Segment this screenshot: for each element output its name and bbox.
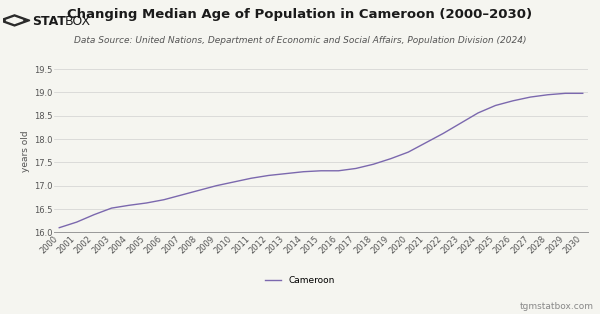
Polygon shape (6, 17, 23, 24)
Text: BOX: BOX (64, 15, 91, 28)
Text: STAT: STAT (32, 15, 65, 28)
Polygon shape (0, 15, 30, 26)
Y-axis label: years old: years old (21, 130, 30, 171)
Legend: Cameroon: Cameroon (262, 273, 338, 289)
Text: Data Source: United Nations, Department of Economic and Social Affairs, Populati: Data Source: United Nations, Department … (74, 36, 526, 45)
Text: tgmstatbox.com: tgmstatbox.com (520, 302, 594, 311)
Text: Changing Median Age of Population in Cameroon (2000–2030): Changing Median Age of Population in Cam… (67, 8, 533, 21)
